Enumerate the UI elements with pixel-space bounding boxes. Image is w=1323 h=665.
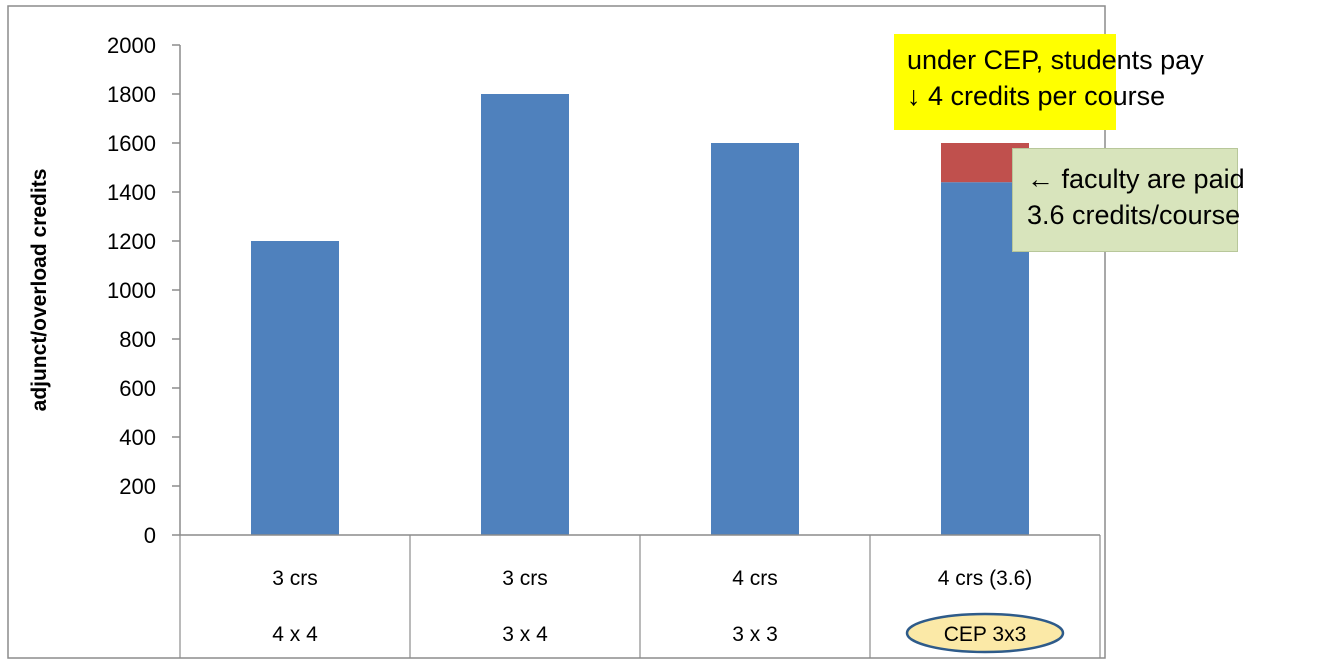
faculty-paid-line2: 3.6 credits/course xyxy=(1027,200,1241,230)
bar-3-series-1 xyxy=(711,143,799,535)
y-tick-label: 1800 xyxy=(107,82,156,107)
y-tick-label: 200 xyxy=(119,474,156,499)
x-category-line1: 3 crs xyxy=(272,567,318,590)
y-axis-label: adjunct/overload credits xyxy=(28,169,51,412)
bars xyxy=(251,94,1029,535)
x-category-line1: 4 crs xyxy=(732,567,778,590)
y-tick-label: 1200 xyxy=(107,229,156,254)
x-category-line2: 4 x 4 xyxy=(272,623,318,646)
x-category-line1: 4 crs (3.6) xyxy=(938,567,1033,590)
y-tick-label: 0 xyxy=(144,523,156,548)
x-category-line1: 3 crs xyxy=(502,567,548,590)
x-category-line2: 3 x 4 xyxy=(502,623,548,646)
x-axis-table: 3 crs 4 x 4 3 crs 3 x 4 4 crs 3 x 3 4 crs (3.6… xyxy=(179,534,1101,658)
x-category-line2: 3 x 3 xyxy=(732,623,778,646)
bar-1-series-1 xyxy=(251,241,339,535)
y-tick-label: 600 xyxy=(119,376,156,401)
x-category-line2: CEP 3x3 xyxy=(944,623,1027,646)
students-pay-callout: under CEP, students pay ↓ 4 credits per … xyxy=(894,34,1204,130)
bar-2-series-1 xyxy=(481,94,569,535)
y-tick-label: 1000 xyxy=(107,278,156,303)
students-pay-line1: under CEP, students pay xyxy=(907,45,1204,75)
faculty-paid-callout: ← faculty are paid 3.6 credits/course xyxy=(1012,148,1245,252)
y-tick-label: 1600 xyxy=(107,131,156,156)
chart-frame xyxy=(7,5,1106,659)
y-tick-label: 400 xyxy=(119,425,156,450)
y-axis: 0 200 400 600 800 1000 1200 1400 1600 1800 2000 xyxy=(107,33,181,548)
cep-highlight-oval xyxy=(905,612,1065,654)
y-tick-label: 1400 xyxy=(107,180,156,205)
students-pay-line2: ↓ 4 credits per course xyxy=(907,81,1166,111)
faculty-paid-line1: ← faculty are paid xyxy=(1027,164,1245,194)
y-tick-label: 800 xyxy=(119,327,156,352)
y-tick-label: 2000 xyxy=(107,33,156,58)
